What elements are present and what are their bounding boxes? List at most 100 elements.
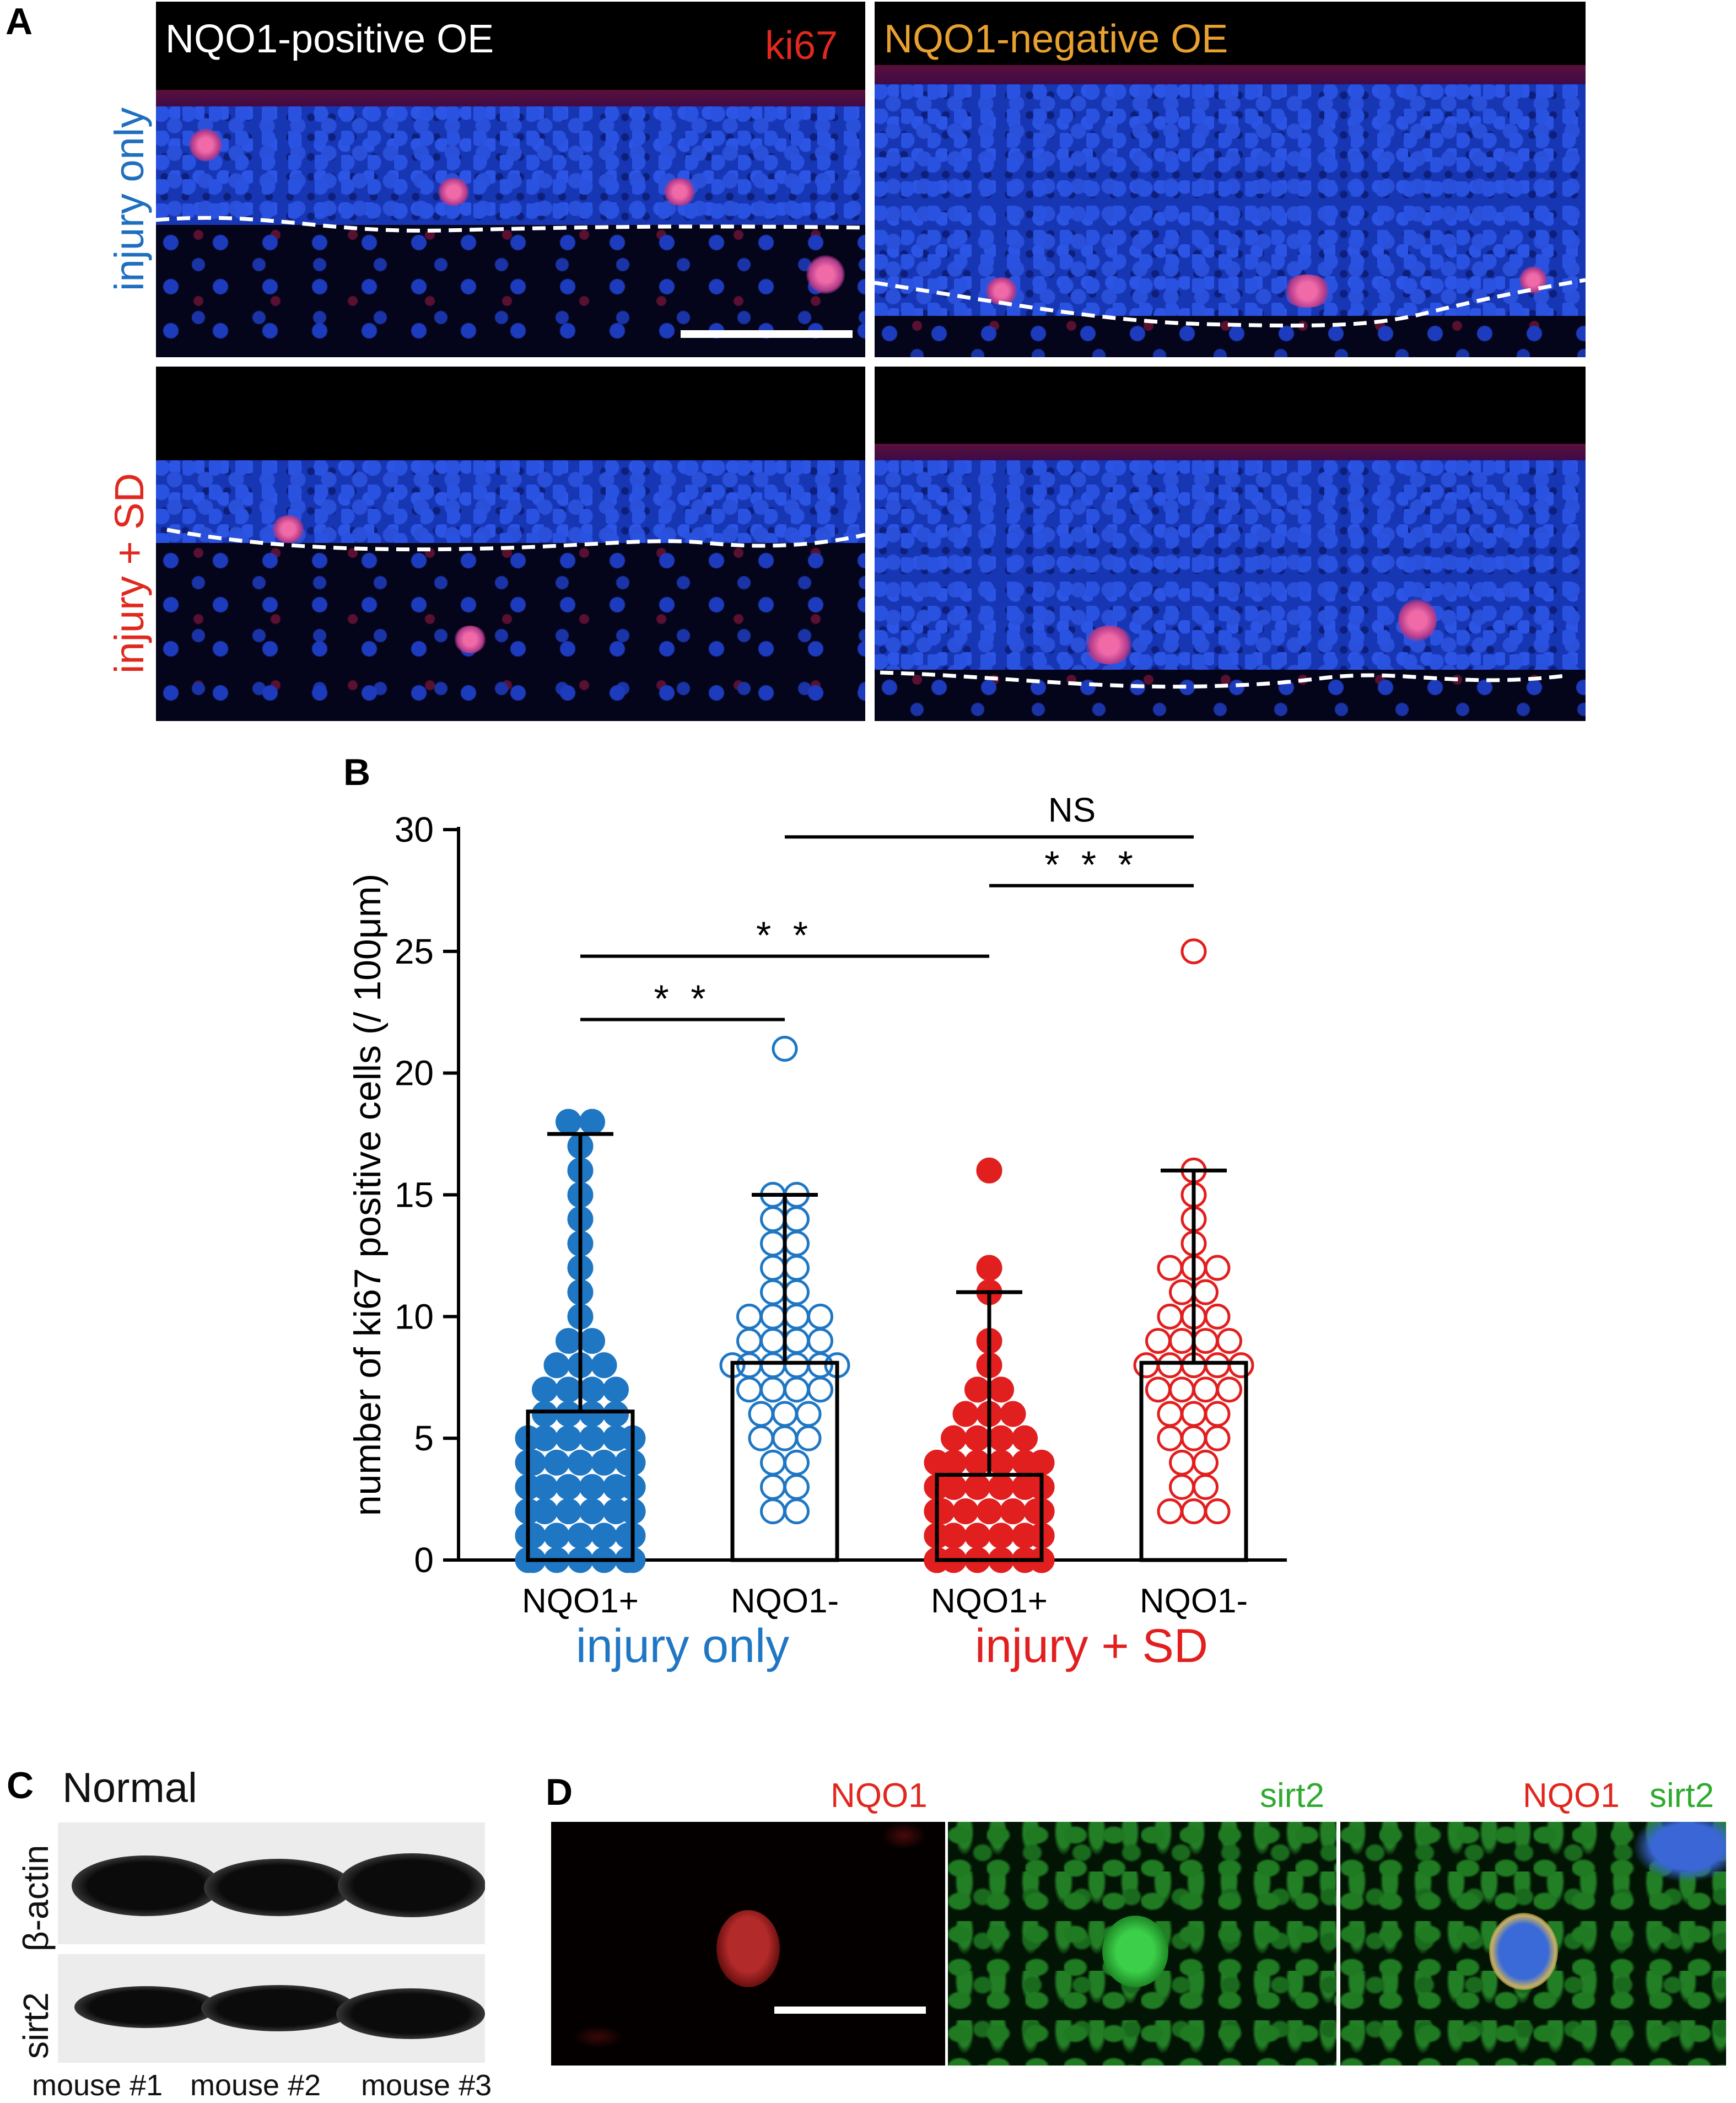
- data-point: [807, 1376, 833, 1403]
- data-point: [1204, 1303, 1231, 1330]
- data-point: [1193, 1376, 1219, 1403]
- data-point: [1133, 1352, 1160, 1379]
- data-point: [532, 1498, 558, 1525]
- data-point: [1169, 1449, 1195, 1476]
- data-point: [591, 1449, 617, 1476]
- micrograph-injury-sd-nqo1-negative: [875, 367, 1586, 721]
- data-point: [807, 1303, 833, 1330]
- data-point: [795, 1401, 822, 1427]
- data-point: [1204, 1255, 1231, 1281]
- data-point: [1216, 1376, 1242, 1403]
- data-point: [1157, 1352, 1183, 1379]
- data-point: [772, 1401, 798, 1427]
- data-point: [520, 1523, 546, 1549]
- label-nqo1: NQO1: [831, 1777, 928, 1815]
- data-point: [1169, 1376, 1195, 1403]
- y-tick-label: 25: [395, 932, 434, 971]
- label-sirt2: sirt2: [1260, 1777, 1325, 1815]
- data-point: [579, 1328, 605, 1354]
- data-point: [1216, 1328, 1242, 1354]
- data-point: [772, 1036, 798, 1062]
- data-point: [784, 1206, 810, 1233]
- micrograph-injury-only-nqo1-negative: [875, 2, 1586, 357]
- data-point: [988, 1523, 1014, 1549]
- y-axis-label: number of ki67 positive cells (/ 100μm): [347, 874, 389, 1516]
- significance-label: * *: [756, 914, 813, 957]
- significance-label: NS: [1048, 791, 1096, 829]
- data-point: [988, 1474, 1014, 1500]
- data-point: [760, 1303, 786, 1330]
- data-point: [1169, 1474, 1195, 1500]
- data-point: [941, 1425, 967, 1451]
- data-point: [964, 1376, 990, 1403]
- fluorescence-nqo1: [551, 1822, 945, 2066]
- data-point: [760, 1352, 786, 1379]
- data-point: [1000, 1401, 1026, 1427]
- label-nqo1-negative-oe: NQO1-negative OE: [884, 17, 1228, 61]
- data-point: [952, 1498, 979, 1525]
- data-point: [760, 1328, 786, 1354]
- data-point: [603, 1376, 629, 1403]
- data-point: [988, 1449, 1014, 1476]
- group-label-injury-only: injury only: [576, 1620, 789, 1672]
- fluorescence-merge: [1340, 1822, 1726, 2066]
- micrograph-injury-only-nqo1-positive: [156, 2, 865, 357]
- data-point: [964, 1474, 990, 1500]
- data-point: [784, 1498, 810, 1525]
- basal-lamina-dashed-line: [875, 278, 1586, 328]
- fluorescence-sirt2: [948, 1822, 1336, 2066]
- label-ki67: ki67: [765, 24, 838, 68]
- data-point: [1180, 1425, 1207, 1451]
- x-category-label: NQO1-: [1140, 1582, 1248, 1620]
- y-tick-label: 10: [395, 1297, 434, 1336]
- data-point: [952, 1401, 979, 1427]
- label-merge-nqo1: NQO1: [1523, 1777, 1620, 1815]
- data-point: [1180, 938, 1207, 965]
- data-point: [579, 1498, 605, 1525]
- data-point: [760, 1498, 786, 1525]
- data-point: [532, 1474, 558, 1500]
- data-point: [1169, 1279, 1195, 1305]
- data-point: [760, 1376, 786, 1403]
- data-point: [784, 1328, 810, 1354]
- data-point: [964, 1523, 990, 1549]
- data-point: [543, 1523, 570, 1549]
- data-point: [556, 1401, 581, 1427]
- data-point: [556, 1474, 581, 1500]
- data-point: [1157, 1401, 1183, 1427]
- data-point: [976, 1157, 1002, 1184]
- data-point: [1180, 1498, 1207, 1525]
- data-point: [976, 1498, 1002, 1525]
- data-point: [579, 1474, 605, 1500]
- basal-lamina-dashed-line: [880, 670, 1570, 689]
- significance-label: * * *: [1044, 843, 1139, 886]
- y-tick-label: 0: [414, 1540, 434, 1580]
- data-point: [760, 1255, 786, 1281]
- data-point: [760, 1206, 786, 1233]
- data-point: [784, 1474, 810, 1500]
- x-category-label: NQO1-: [731, 1582, 839, 1620]
- data-point: [1204, 1401, 1231, 1427]
- data-point: [1157, 1498, 1183, 1525]
- scale-bar: [681, 330, 853, 338]
- data-point: [591, 1523, 617, 1549]
- western-blot-sirt2: [58, 1954, 485, 2063]
- data-point: [1169, 1328, 1195, 1354]
- data-point: [520, 1449, 546, 1476]
- panel-letter-a: A: [6, 1, 33, 42]
- group-label-injury-sd: injury + SD: [975, 1620, 1208, 1672]
- data-point: [941, 1523, 967, 1549]
- data-point: [532, 1376, 558, 1403]
- data-point: [976, 1255, 1002, 1281]
- data-point: [556, 1376, 581, 1403]
- label-merge-sirt2: sirt2: [1649, 1777, 1715, 1815]
- micrograph-injury-sd-nqo1-positive: [156, 367, 865, 721]
- y-tick-label: 20: [395, 1053, 434, 1093]
- data-point: [532, 1425, 558, 1451]
- data-point: [579, 1376, 605, 1403]
- blot-row-label-sirt2: sirt2: [16, 1992, 56, 2059]
- data-point: [556, 1328, 581, 1354]
- basal-lamina-dashed-line: [166, 528, 865, 552]
- data-point: [1012, 1425, 1038, 1451]
